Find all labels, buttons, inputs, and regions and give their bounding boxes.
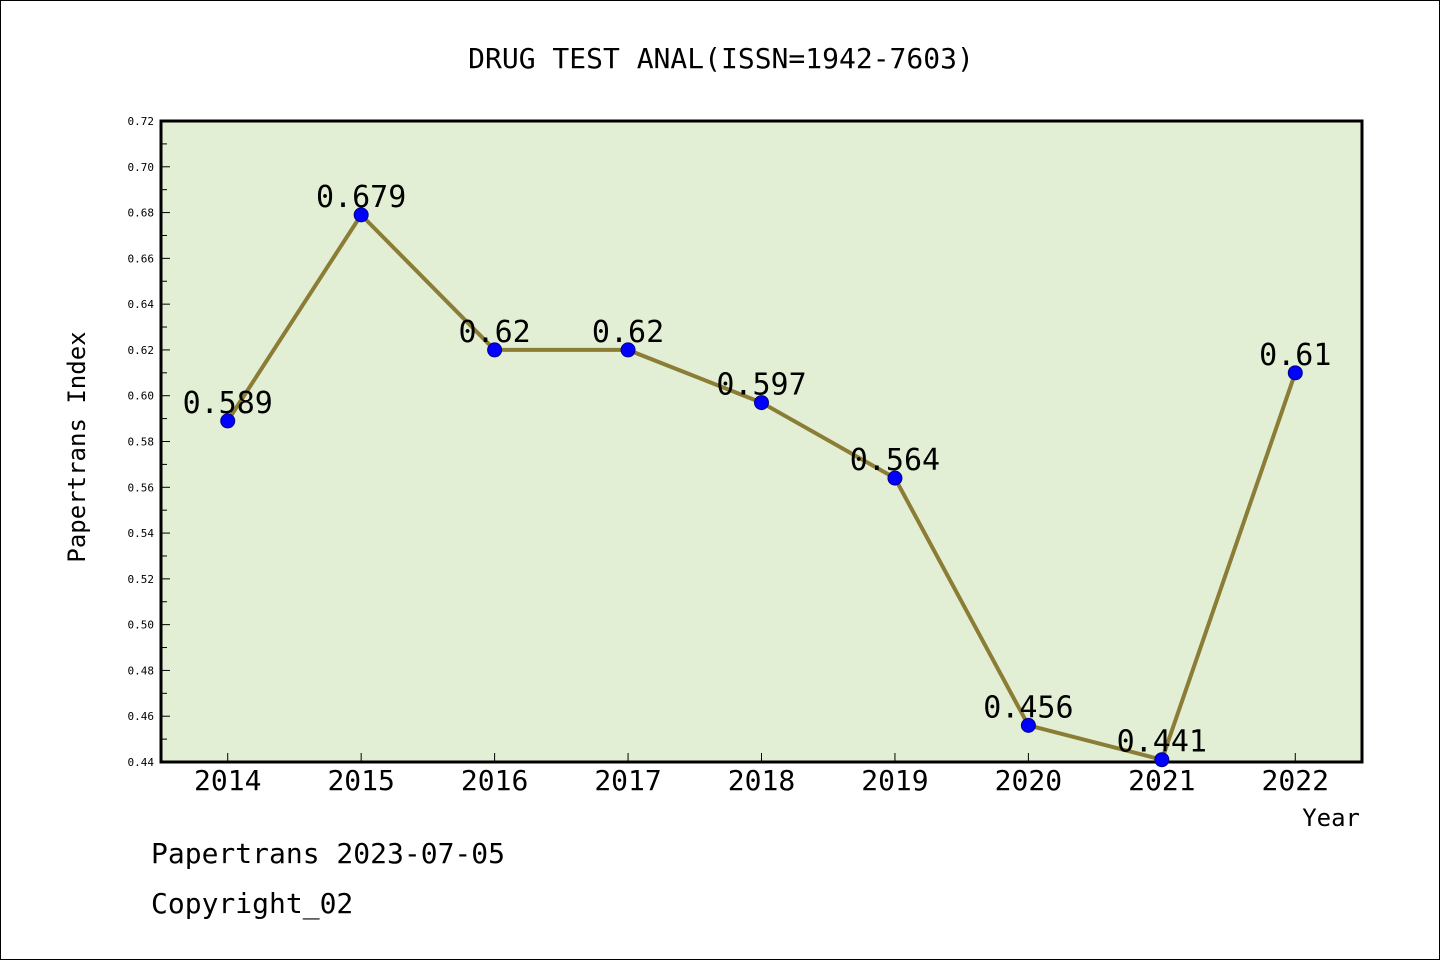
data-point [620, 342, 636, 358]
data-label: 0.62 [458, 315, 530, 350]
data-point [353, 207, 369, 223]
y-tick-label: 0.54 [128, 527, 155, 540]
chart-title: DRUG TEST ANAL(ISSN=1942-7603) [468, 42, 974, 75]
y-axis-label: Papertrans Index [63, 331, 91, 562]
y-tick-label: 0.62 [128, 344, 155, 357]
footer-copyright-text: Copyright_02 [151, 887, 354, 920]
x-tick-label: 2020 [995, 764, 1062, 797]
data-label: 0.441 [1117, 725, 1207, 760]
series-group: 0.589 0.679 0.62 0.62 0.597 0.564 0.456 0.441 0.… [183, 180, 1331, 768]
data-label: 0.679 [316, 180, 406, 215]
y-tick-label: 0.72 [128, 115, 155, 128]
data-point [1020, 717, 1036, 733]
data-point [754, 395, 769, 411]
data-point [887, 470, 903, 486]
data-point [220, 413, 236, 429]
data-point [487, 342, 503, 358]
y-tick-label: 0.66 [128, 252, 155, 265]
data-label: 0.564 [850, 443, 940, 478]
data-point [1154, 752, 1170, 768]
y-tick-label: 0.68 [128, 207, 155, 220]
y-tick-label: 0.70 [128, 161, 155, 174]
y-tick-label: 0.60 [128, 390, 155, 403]
x-tick-label: 2018 [728, 764, 795, 797]
data-label: 0.61 [1259, 338, 1331, 373]
footer-date-text: Papertrans 2023-07-05 [151, 837, 506, 870]
y-tick-label: 0.48 [128, 664, 155, 677]
data-label: 0.589 [183, 386, 273, 421]
y-tick-label: 0.58 [128, 436, 155, 449]
y-tick-label: 0.46 [128, 710, 155, 723]
y-tick-label: 0.50 [128, 619, 155, 632]
x-tick-label: 2017 [594, 764, 661, 797]
y-tick-label: 0.44 [128, 756, 155, 769]
plot-area [159, 119, 1364, 764]
x-tick-label: 2022 [1262, 764, 1329, 797]
y-tick-label: 0.64 [128, 298, 155, 311]
x-tick-label: 2014 [194, 764, 261, 797]
data-point [1287, 365, 1303, 381]
x-tick-label: 2021 [1128, 764, 1195, 797]
y-tick-label: 0.56 [128, 481, 155, 494]
x-tick-label: 2019 [861, 764, 928, 797]
x-tick-label: 2016 [461, 764, 528, 797]
data-label: 0.456 [983, 690, 1073, 725]
x-axis: 2014 2015 2016 2017 2018 2019 2020 2021 2022 [194, 753, 1329, 797]
data-label: 0.597 [716, 368, 806, 403]
y-axis: 0.44 0.46 0.48 0.50 0.52 0.54 0.56 0.58 0.60 0.62… [128, 115, 170, 769]
data-label: 0.62 [592, 315, 664, 350]
y-tick-label: 0.52 [128, 573, 155, 586]
x-axis-label: Year [1302, 804, 1360, 832]
x-tick-label: 2015 [327, 764, 394, 797]
